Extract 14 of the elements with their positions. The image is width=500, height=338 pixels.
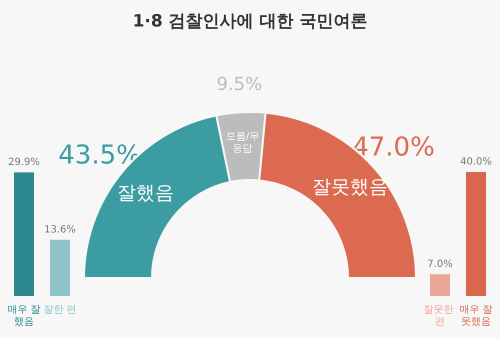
data-label: 29.9% xyxy=(8,156,40,168)
x-tick-label: 매우 잘했음 xyxy=(7,304,41,328)
slice-label: 잘했음 xyxy=(116,182,174,204)
data-label: 13.6% xyxy=(44,224,76,236)
slice-label: 잘못했음 xyxy=(312,176,388,198)
data-label: 47.0% xyxy=(352,132,435,162)
x-tick-label: 매우 잘못했음 xyxy=(459,304,493,328)
chart-title: 1·8 검찰인사에 대한 국민여론 xyxy=(132,12,368,32)
data-label: 7.0% xyxy=(427,258,453,270)
data-label: 40.0% xyxy=(460,156,492,168)
slice-label: 모름/무응답 xyxy=(226,132,260,155)
x-tick-label: 잘못한 편 xyxy=(423,304,457,328)
x-tick-label: 잘한 편 xyxy=(43,304,77,316)
data-label: 9.5% xyxy=(216,74,262,95)
